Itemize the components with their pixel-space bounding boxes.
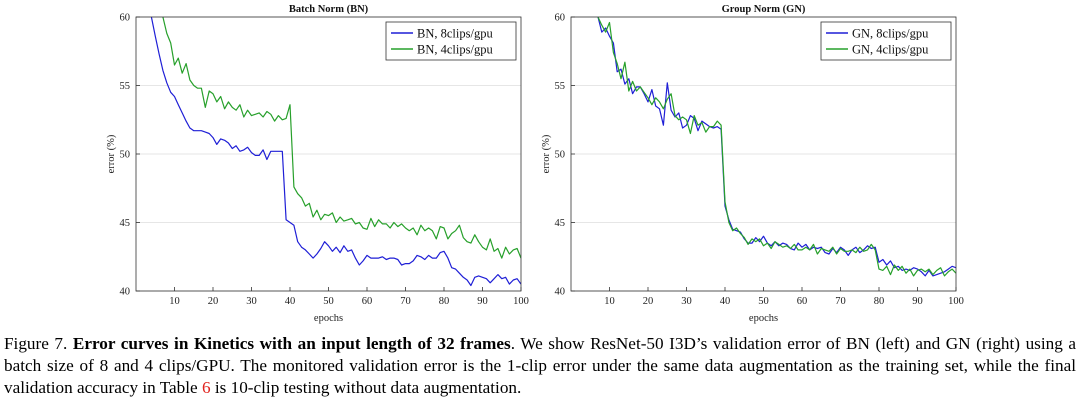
x-tick-label: 50 — [758, 296, 769, 307]
y-tick-label: 45 — [120, 218, 131, 229]
legend-label-2: GN, 4clips/gpu — [852, 43, 929, 57]
chart-title: Batch Norm (BN) — [289, 4, 369, 15]
chart-panel-1: 40 45 50 55 60 10 20 30 40 50 60 70 80 90 100 Batch Nor… — [106, 4, 529, 324]
y-tick-label: 40 — [555, 287, 566, 298]
legend-box — [820, 21, 952, 61]
x-tick-label: 20 — [208, 296, 219, 307]
figure-charts: 40 45 50 55 60 10 20 30 40 50 60 70 80 90 100 Batch Nor… — [106, 4, 964, 324]
legend: GN, 8clips/gpu GN, 4clips/gpu — [820, 21, 952, 61]
x-tick-label: 40 — [720, 296, 731, 307]
y-tick-label: 40 — [120, 287, 131, 298]
x-tick-label: 50 — [323, 296, 334, 307]
series-line-2 — [162, 17, 521, 259]
table-reference-link[interactable]: 6 — [201, 378, 211, 397]
x-tick-label: 30 — [246, 296, 257, 307]
x-tick-label: 10 — [169, 296, 180, 307]
legend: BN, 8clips/gpu BN, 4clips/gpu — [385, 21, 517, 61]
legend-label-2: BN, 4clips/gpu — [417, 43, 493, 57]
y-tick-label: 50 — [120, 150, 131, 161]
x-tick-label: 100 — [948, 296, 964, 307]
y-tick-label: 55 — [120, 81, 131, 92]
series-line-2 — [597, 17, 956, 277]
caption-body: . We show ResNet-50 I3D’s validation err… — [4, 334, 1077, 397]
y-tick-label: 60 — [120, 13, 131, 24]
x-axis-label: epochs — [314, 313, 343, 324]
x-tick-label: 90 — [477, 296, 488, 307]
x-tick-label: 30 — [681, 296, 692, 307]
x-tick-label: 100 — [513, 296, 529, 307]
y-axis-label: error (%) — [106, 134, 117, 173]
caption-label: Figure 7. — [4, 334, 68, 353]
x-tick-label: 40 — [285, 296, 296, 307]
x-tick-label: 70 — [835, 296, 846, 307]
y-tick-label: 60 — [555, 13, 566, 24]
legend-label-1: GN, 8clips/gpu — [852, 27, 929, 41]
y-tick-label: 45 — [555, 218, 566, 229]
x-tick-label: 70 — [400, 296, 411, 307]
x-tick-label: 20 — [643, 296, 654, 307]
y-tick-label: 55 — [555, 81, 566, 92]
legend-box — [385, 21, 517, 61]
x-tick-label: 60 — [362, 296, 373, 307]
caption-body-end: is 10-clip testing without data augmenta… — [210, 378, 522, 397]
series-line-1 — [150, 17, 521, 287]
x-axis-label: epochs — [749, 313, 778, 324]
chart-panel-2: 40 45 50 55 60 10 20 30 40 50 60 70 80 90 100 Group Nor… — [541, 4, 964, 324]
y-tick-label: 50 — [555, 150, 566, 161]
figure-caption: Figure 7. Error curves in Kinetics with … — [4, 333, 1076, 399]
y-axis-label: error (%) — [541, 134, 552, 173]
legend-label-1: BN, 8clips/gpu — [417, 27, 493, 41]
x-tick-label: 80 — [439, 296, 450, 307]
x-tick-label: 10 — [604, 296, 615, 307]
caption-title: Error curves in Kinetics with an input l… — [72, 334, 511, 353]
x-tick-label: 60 — [797, 296, 808, 307]
x-tick-label: 80 — [874, 296, 885, 307]
x-tick-label: 90 — [912, 296, 923, 307]
chart-title: Group Norm (GN) — [722, 4, 806, 15]
